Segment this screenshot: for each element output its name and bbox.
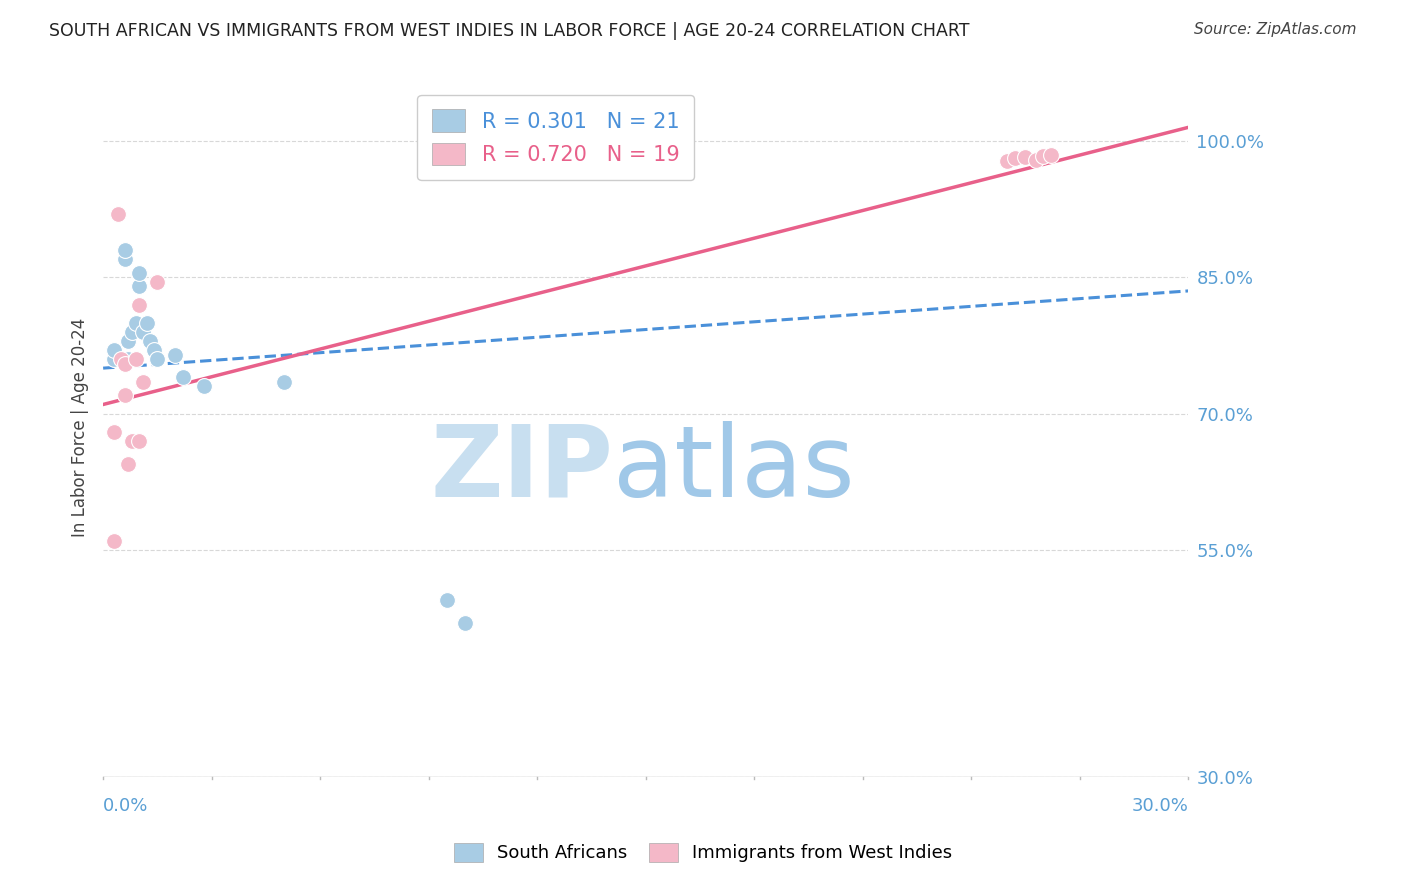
Point (436, 592, 458, 607)
Point (1025, 153, 1047, 167)
Point (117, 457, 139, 471)
Point (193, 379, 215, 393)
Point (273, 375, 295, 389)
Legend: South Africans, Immigrants from West Indies: South Africans, Immigrants from West Ind… (447, 836, 959, 870)
Text: Source: ZipAtlas.com: Source: ZipAtlas.com (1194, 22, 1357, 37)
Point (146, 352, 169, 367)
Y-axis label: In Labor Force | Age 20-24: In Labor Force | Age 20-24 (72, 318, 89, 537)
Point (107, 207, 129, 221)
Point (103, 343, 125, 357)
Text: atlas: atlas (613, 421, 855, 517)
Text: 30.0%: 30.0% (1132, 797, 1188, 815)
Point (995, 154, 1018, 169)
Point (114, 252, 136, 267)
Point (128, 434, 150, 448)
Point (132, 325, 155, 339)
Text: 0.0%: 0.0% (103, 797, 149, 815)
Point (117, 334, 139, 348)
Point (1032, 149, 1054, 163)
Point (128, 297, 150, 311)
Point (454, 615, 477, 630)
Text: SOUTH AFRICAN VS IMMIGRANTS FROM WEST INDIES IN LABOR FORCE | AGE 20-24 CORRELAT: SOUTH AFRICAN VS IMMIGRANTS FROM WEST IN… (49, 22, 970, 40)
Point (132, 375, 155, 389)
Point (117, 352, 139, 367)
Point (124, 352, 146, 367)
Point (124, 316, 146, 330)
Point (1039, 147, 1062, 161)
Point (135, 316, 157, 330)
Point (146, 275, 169, 289)
Point (172, 370, 194, 384)
Point (110, 352, 132, 367)
Point (142, 343, 165, 357)
Point (128, 266, 150, 280)
Point (114, 357, 136, 371)
Point (1004, 151, 1026, 165)
Point (121, 325, 143, 339)
Legend: R = 0.301   N = 21, R = 0.720   N = 19: R = 0.301 N = 21, R = 0.720 N = 19 (418, 95, 695, 180)
Point (103, 533, 125, 548)
Point (114, 243, 136, 257)
Point (128, 279, 150, 293)
Point (103, 425, 125, 439)
Point (165, 347, 187, 361)
Point (1014, 150, 1036, 164)
Text: ZIP: ZIP (430, 421, 613, 517)
Point (121, 434, 143, 448)
Point (103, 352, 125, 367)
Point (139, 334, 162, 348)
Point (114, 388, 136, 402)
